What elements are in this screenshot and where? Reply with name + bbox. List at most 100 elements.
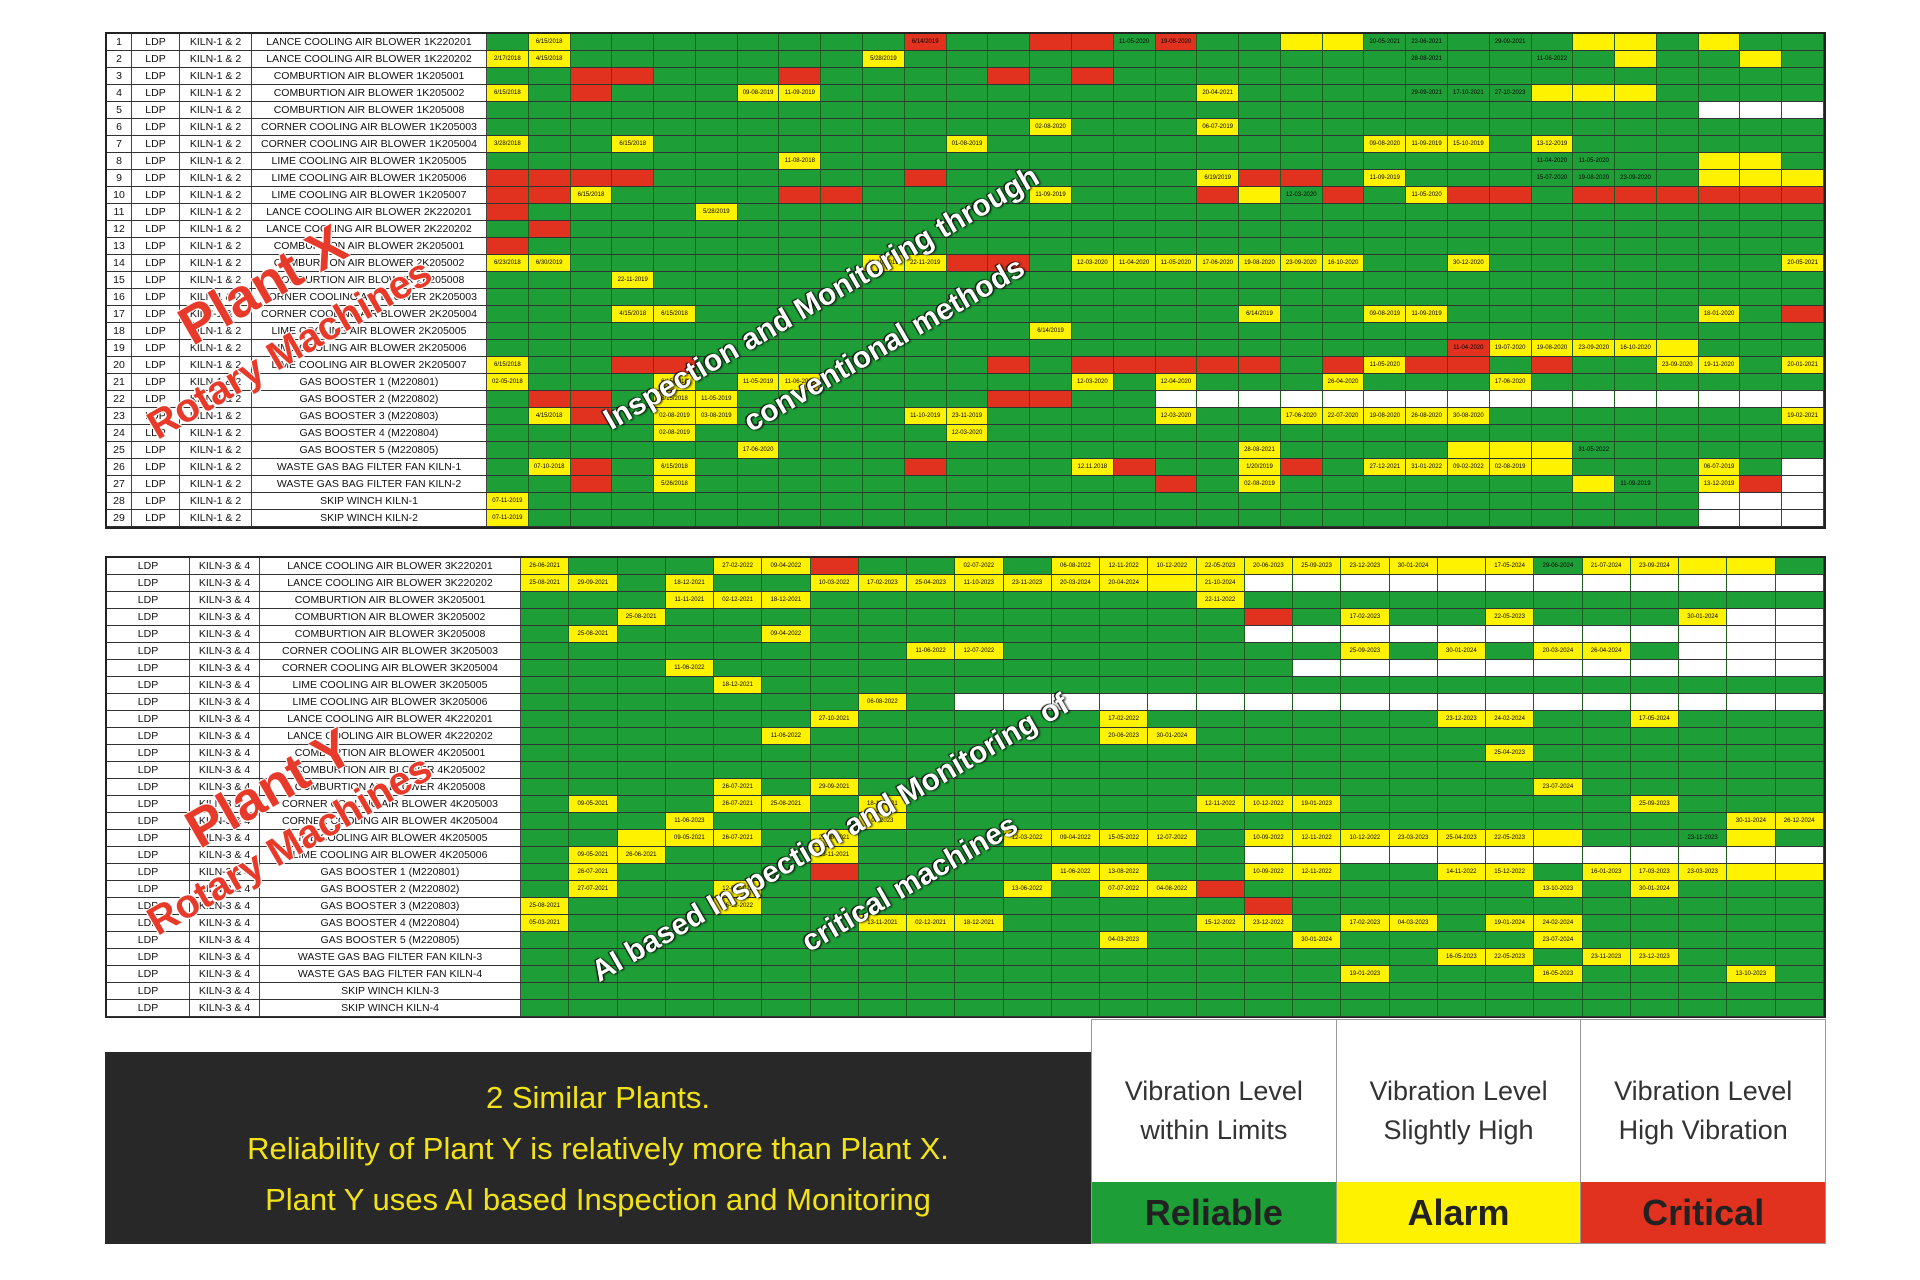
status-cell (1030, 34, 1072, 50)
status-cell (904, 459, 947, 475)
status-cell (1531, 357, 1574, 373)
status-cell (1656, 408, 1699, 424)
status-cell (654, 340, 696, 356)
status-cell (904, 323, 947, 339)
status-cell (1322, 204, 1365, 220)
status-cell: 18-12-2021 (665, 575, 714, 591)
status-cell (779, 119, 822, 135)
status-cell (1239, 425, 1281, 441)
cell-no: 11 (107, 204, 132, 220)
status-cell (1280, 136, 1323, 152)
status-cell (1244, 677, 1293, 693)
status-cell (1573, 391, 1616, 407)
status-cell (737, 68, 780, 84)
status-cell (695, 323, 738, 339)
status-cell (1406, 374, 1448, 390)
status-cell: 12-07-2022 (955, 643, 1004, 659)
status-cell (821, 68, 864, 84)
cell-eq: LIME COOLING AIR BLOWER 2K205006 (252, 340, 487, 356)
status-cell (904, 238, 947, 254)
status-cell (1364, 425, 1407, 441)
status-cell (737, 136, 780, 152)
cell-loc: LDP (132, 374, 180, 390)
cell-loc: LDP (107, 830, 190, 846)
cell-kiln: KILN-1 & 2 (180, 255, 252, 271)
cell-kiln: KILN-3 & 4 (190, 728, 260, 744)
status-cell (1322, 187, 1365, 203)
status-cell (988, 255, 1031, 271)
status-cell (1615, 510, 1657, 526)
status-cell (1447, 323, 1490, 339)
cell-loc: LDP (132, 425, 180, 441)
status-cell (1615, 408, 1657, 424)
status-cell (695, 136, 738, 152)
status-cell (904, 306, 947, 322)
status-cell (1155, 476, 1198, 492)
status-cell (1775, 643, 1824, 659)
status-cell: 23-12-2023 (1630, 949, 1679, 965)
status-cell (1341, 660, 1390, 676)
status-cell (1148, 932, 1197, 948)
status-cell (762, 1000, 811, 1016)
status-cell (528, 306, 571, 322)
legend-critical-line1: Vibration Level (1614, 1076, 1793, 1106)
status-cell (946, 187, 989, 203)
status-cell (1197, 510, 1240, 526)
cell-eq: WASTE GAS BAG FILTER FAN KILN-2 (252, 476, 487, 492)
status-cell (1489, 357, 1532, 373)
status-cell (1051, 949, 1100, 965)
status-cell (1679, 694, 1728, 710)
status-cell (1239, 204, 1281, 220)
status-cell (1531, 119, 1574, 135)
status-cell (1051, 1000, 1100, 1016)
status-cell (1341, 728, 1390, 744)
status-cell (1534, 813, 1583, 829)
status-cell (1030, 51, 1072, 67)
status-cell (955, 796, 1004, 812)
status-cell (1051, 745, 1100, 761)
status-cell (1534, 898, 1583, 914)
status-cell (762, 915, 811, 931)
cell-loc: LDP (107, 966, 190, 982)
status-cell (988, 425, 1031, 441)
status-cell (988, 323, 1031, 339)
status-cell (1447, 272, 1490, 288)
status-cell: 11-10-2019 (904, 408, 947, 424)
status-cell (955, 626, 1004, 642)
status-cell: 26-07-2021 (714, 779, 763, 795)
status-cell (714, 711, 763, 727)
status-cell (1582, 728, 1631, 744)
status-cell (1656, 425, 1699, 441)
status-cell (487, 340, 529, 356)
status-cell (1727, 796, 1776, 812)
status-cell (1113, 289, 1156, 305)
status-cell (1003, 711, 1052, 727)
status-cell: 20-04-2021 (1197, 85, 1240, 101)
status-cell (1656, 238, 1699, 254)
status-cell (946, 272, 989, 288)
status-cell: 22-05-2023 (1486, 609, 1535, 625)
status-cell (907, 762, 956, 778)
status-cell (1030, 153, 1072, 169)
status-cell (1197, 272, 1240, 288)
status-cell: 02-08-2019 (1489, 459, 1532, 475)
status-cell (1582, 626, 1631, 642)
status-cell: 24-02-2024 (1486, 711, 1535, 727)
cell-kiln: KILN-3 & 4 (190, 813, 260, 829)
status-cell: 26-12-2022 (714, 898, 763, 914)
status-cell (569, 694, 618, 710)
status-cell (1100, 762, 1149, 778)
status-cell: 11-06-2022 (907, 643, 956, 659)
cell-kiln: KILN-1 & 2 (180, 204, 252, 220)
status-cell (1239, 323, 1281, 339)
status-cell (810, 558, 859, 574)
status-cell (1155, 306, 1198, 322)
status-cell (1113, 391, 1156, 407)
status-cell (946, 357, 989, 373)
cell-kiln: KILN-3 & 4 (190, 847, 260, 863)
status-cell (1071, 204, 1114, 220)
status-cell (1155, 289, 1198, 305)
status-cell (1389, 609, 1438, 625)
status-cell (1196, 966, 1245, 982)
status-cell (1155, 51, 1198, 67)
